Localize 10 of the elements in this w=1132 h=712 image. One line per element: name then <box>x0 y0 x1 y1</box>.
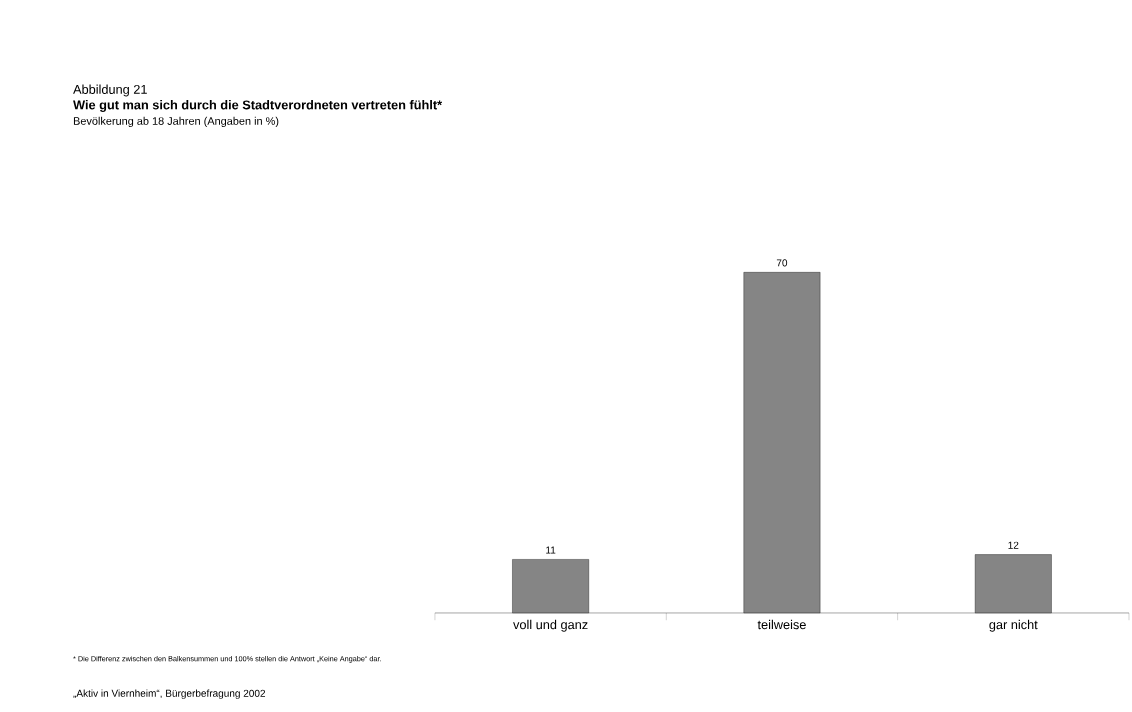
x-tick-label: teilweise <box>757 619 806 630</box>
text: Abbildung 21 <box>73 84 147 97</box>
text: „Aktiv in Viernheim“, Bürgerbefragung 2002 <box>73 689 266 699</box>
data-label: 70 <box>776 259 788 267</box>
data-label: 11 <box>546 546 556 554</box>
text: Wie gut man sich durch die Stadtverordneten vertreten fühlt* <box>73 99 443 112</box>
text: Bevölkerung ab 18 Jahren (Angaben in %) <box>73 116 279 127</box>
data-label: 12 <box>1008 541 1019 549</box>
x-tick-label: gar nicht <box>989 619 1038 632</box>
x-tick-label: voll und ganz <box>513 619 588 632</box>
